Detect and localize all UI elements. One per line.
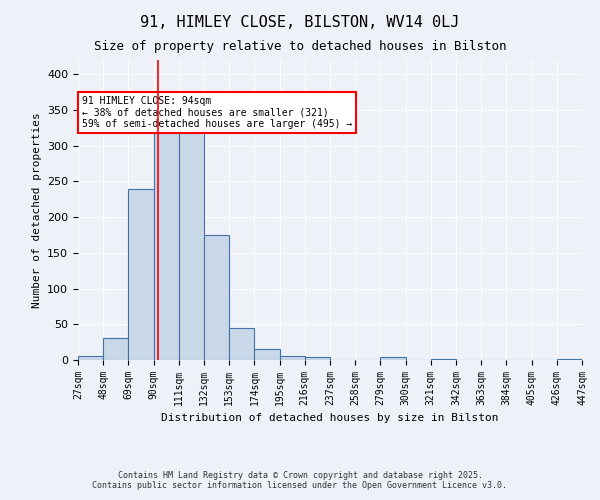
- Y-axis label: Number of detached properties: Number of detached properties: [32, 112, 41, 308]
- Text: 91 HIMLEY CLOSE: 94sqm
← 38% of detached houses are smaller (321)
59% of semi-de: 91 HIMLEY CLOSE: 94sqm ← 38% of detached…: [82, 96, 352, 129]
- Text: 91, HIMLEY CLOSE, BILSTON, WV14 0LJ: 91, HIMLEY CLOSE, BILSTON, WV14 0LJ: [140, 15, 460, 30]
- Bar: [305, 357, 330, 360]
- Text: Size of property relative to detached houses in Bilston: Size of property relative to detached ho…: [94, 40, 506, 53]
- Bar: [380, 357, 406, 360]
- X-axis label: Distribution of detached houses by size in Bilston: Distribution of detached houses by size …: [161, 414, 499, 424]
- Bar: [254, 348, 280, 360]
- Bar: [280, 356, 305, 360]
- Text: Contains HM Land Registry data © Crown copyright and database right 2025.
Contai: Contains HM Land Registry data © Crown c…: [92, 470, 508, 490]
- Bar: [103, 338, 128, 360]
- Bar: [557, 358, 582, 360]
- Bar: [431, 358, 456, 360]
- Bar: [154, 132, 179, 360]
- Bar: [229, 328, 254, 360]
- Bar: [204, 235, 229, 360]
- Bar: [128, 188, 154, 360]
- Bar: [179, 132, 204, 360]
- Bar: [78, 356, 103, 360]
